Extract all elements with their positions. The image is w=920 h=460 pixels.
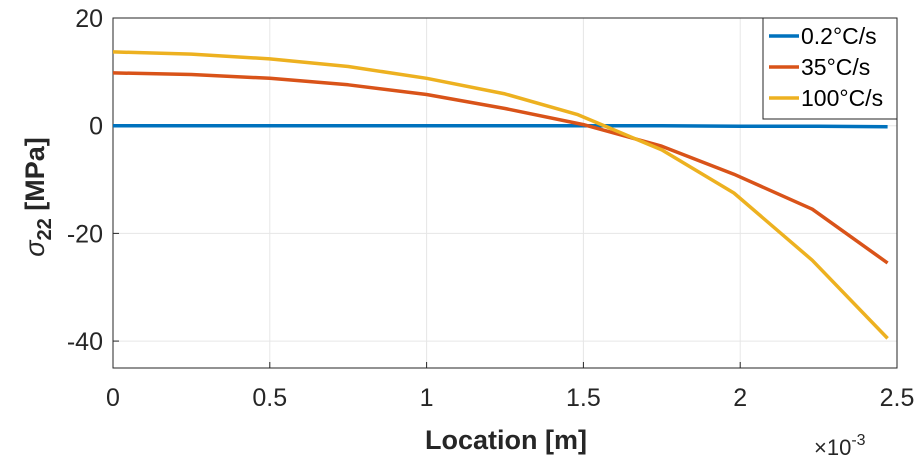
series-line [112,71,889,265]
y-tick-label: 0 [89,113,103,141]
axis-ticks: 0 0.5 1 1.5 2 2.5 -40 -20 0 20 [67,5,915,412]
y-tick-label: -40 [67,328,103,356]
x-tick-label: 2 [733,384,747,412]
legend-items: 0.2°C/s 35°C/s 100°C/s [769,23,883,111]
y-axis-symbol: σ [20,239,50,257]
x-tick-label: 1 [420,384,434,412]
x-tick-label: 0.5 [252,384,287,412]
y-axis-label: σ22 [MPa] [20,137,56,257]
legend-label: 35°C/s [801,54,870,80]
x-exponent-prefix: ×10 [814,435,851,460]
series-lines [112,50,889,340]
plot-area [112,17,898,369]
x-axis-exponent: ×10-3 [814,432,866,460]
x-tick-label: 0 [106,384,120,412]
x-axis-label: Location [m] [425,425,587,455]
y-tick-label: -20 [67,220,103,248]
y-tick-label: 20 [75,5,103,33]
y-axis-spacer [20,211,50,219]
x-exponent-power: -3 [851,432,865,449]
series-line [112,50,889,340]
x-tick-label: 1.5 [566,384,601,412]
x-tick-label: 2.5 [880,384,915,412]
legend-label: 100°C/s [801,85,883,111]
series-line [113,123,888,129]
legend-label: 0.2°C/s [801,23,877,49]
y-axis-unit: [MPa] [20,137,50,211]
legend[interactable]: 0.2°C/s 35°C/s 100°C/s [762,17,898,120]
y-axis-subscript: 22 [34,218,56,240]
